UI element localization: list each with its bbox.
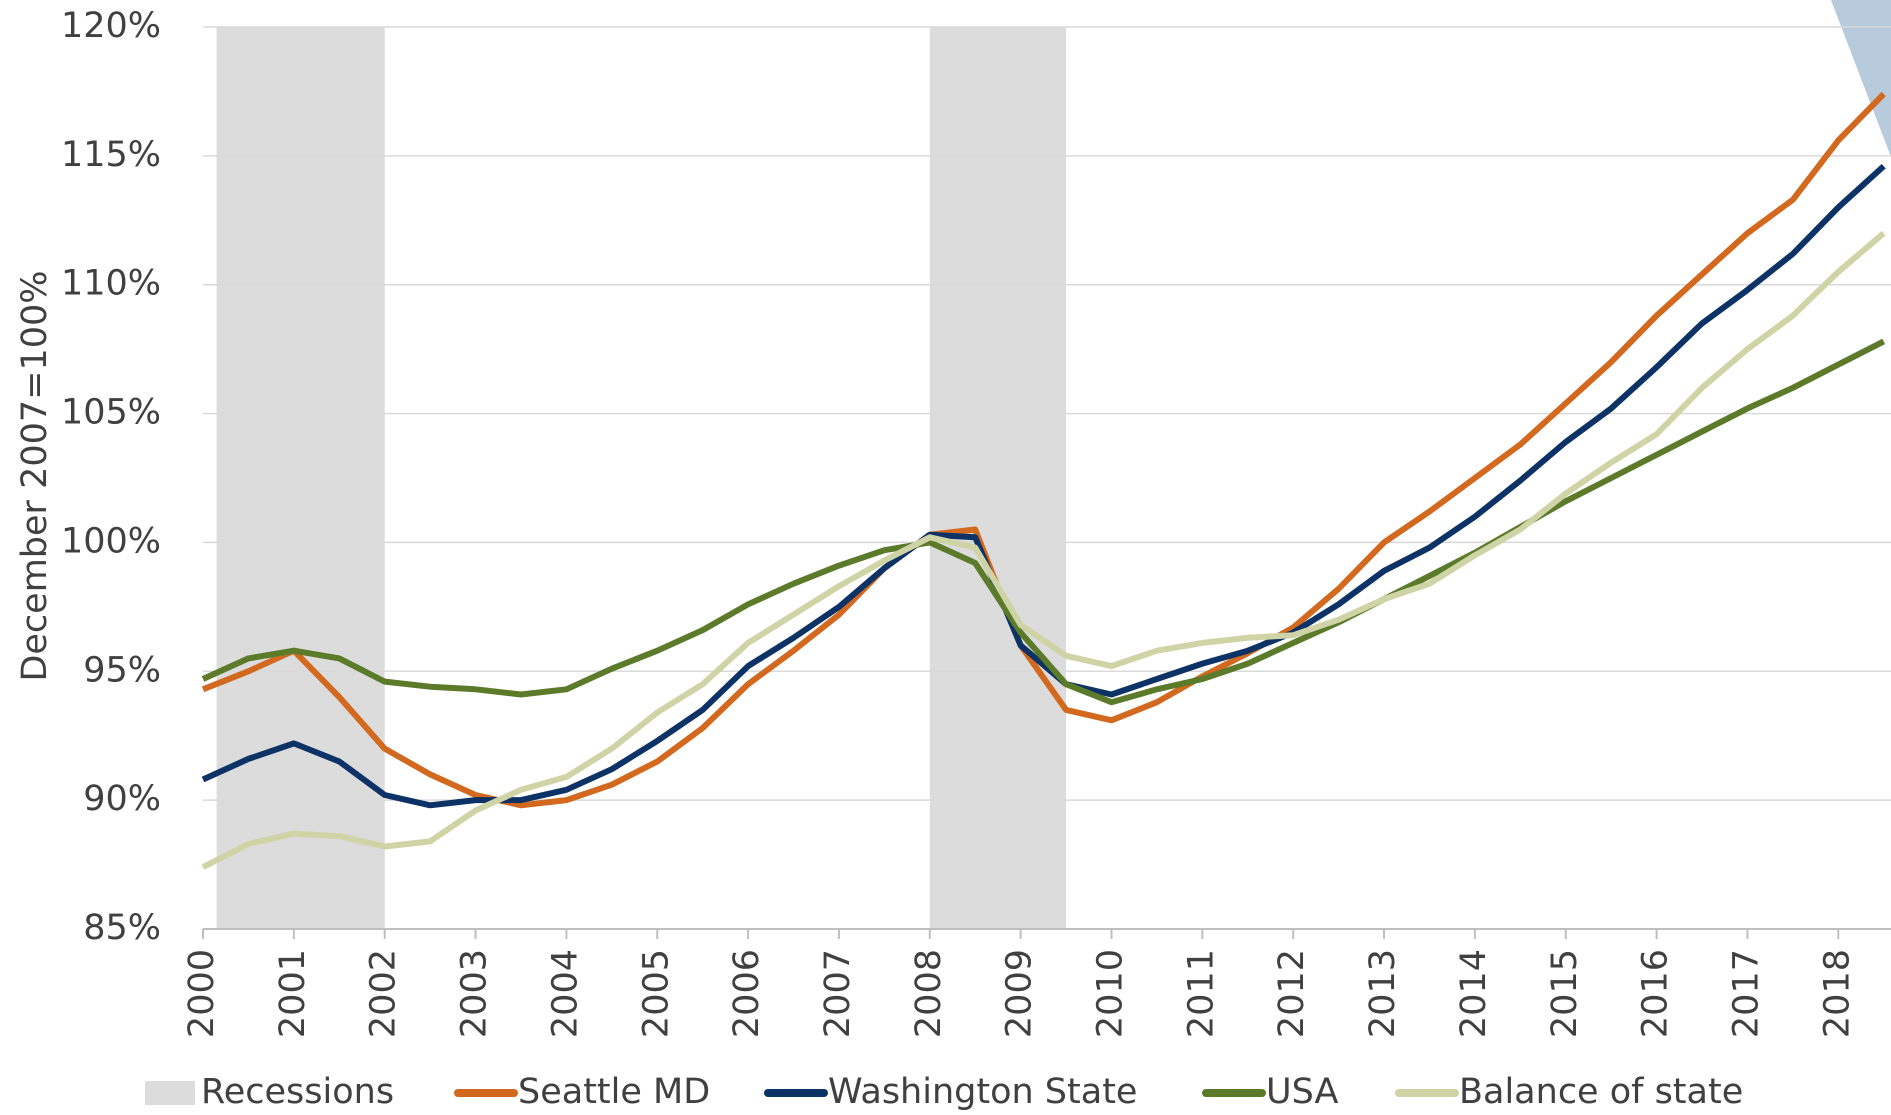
legend-label: Recessions	[201, 1072, 394, 1112]
legend-label: USA	[1266, 1072, 1338, 1112]
y-tick-label: 100%	[61, 521, 161, 561]
y-tick-label: 90%	[83, 779, 161, 819]
x-tick-label: 2007	[818, 949, 858, 1038]
y-tick-label: 95%	[83, 650, 161, 690]
y-tick-label: 110%	[61, 264, 161, 304]
y-tick-label: 85%	[83, 908, 161, 948]
legend-label: Seattle MD	[518, 1072, 710, 1112]
x-tick-label: 2015	[1545, 949, 1585, 1038]
x-tick-label: 2003	[455, 949, 495, 1038]
x-tick-label: 2012	[1272, 949, 1312, 1038]
x-tick-label: 2005	[636, 949, 676, 1038]
x-tick-label: 2010	[1091, 949, 1131, 1038]
legend-swatch	[145, 1081, 195, 1105]
x-tick-label: 2011	[1181, 949, 1221, 1038]
x-tick-label: 2009	[1000, 949, 1040, 1038]
x-tick-label: 2018	[1817, 949, 1857, 1038]
y-tick-label: 115%	[61, 135, 161, 175]
x-tick-label: 2004	[545, 949, 585, 1038]
series-line	[201, 163, 1886, 809]
y-tick-label: 120%	[61, 6, 161, 46]
y-tick-label: 105%	[61, 393, 161, 433]
recession-band	[929, 27, 1067, 929]
x-tick-label: 2014	[1454, 949, 1494, 1038]
series-line	[201, 230, 1886, 870]
legend-label: Balance of state	[1459, 1072, 1743, 1112]
recession-band	[216, 27, 385, 929]
x-tick-label: 2016	[1636, 949, 1676, 1038]
x-tick-label: 2017	[1726, 949, 1766, 1038]
x-tick-label: 2000	[182, 949, 222, 1038]
y-axis-label: December 2007=100%	[15, 270, 55, 681]
series-line	[201, 338, 1886, 706]
x-tick-label: 2002	[364, 949, 404, 1038]
x-tick-label: 2001	[273, 949, 313, 1038]
x-tick-label: 2013	[1363, 949, 1403, 1038]
x-tick-label: 2008	[909, 949, 949, 1038]
x-tick-label: 2006	[727, 949, 767, 1038]
corner-decoration	[1831, 0, 1891, 157]
series-line	[201, 91, 1886, 809]
legend-label: Washington State	[828, 1072, 1137, 1112]
